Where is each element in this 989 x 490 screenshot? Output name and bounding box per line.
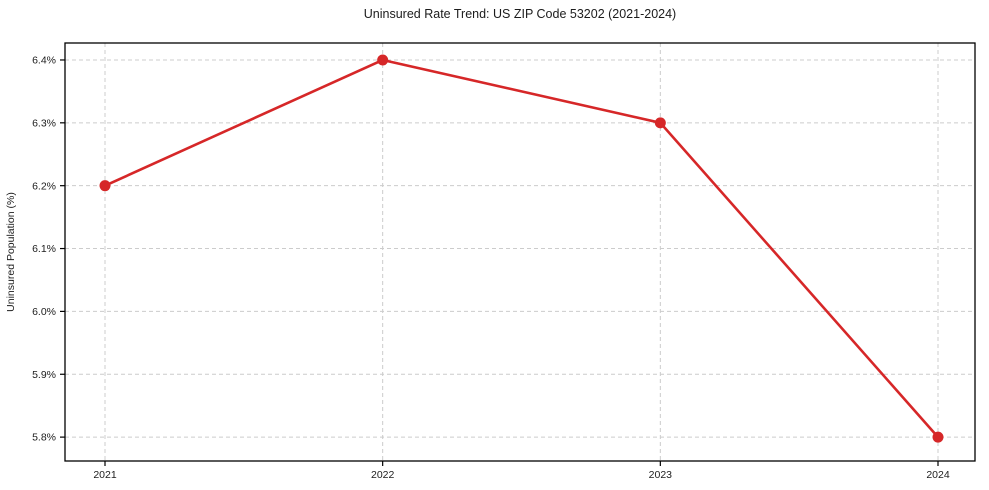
data-point-marker — [932, 431, 944, 443]
plot-frame — [64, 42, 976, 462]
axis-layer — [60, 42, 976, 466]
data-point-marker — [377, 54, 389, 66]
data-point-marker — [654, 117, 666, 129]
gridline-layer — [65, 43, 975, 461]
x-tick-label: 2021 — [93, 469, 117, 481]
y-axis-label: Uninsured Population (%) — [5, 192, 17, 312]
y-tick-label: 6.3% — [32, 117, 56, 129]
y-tick-label: 6.4% — [32, 55, 56, 67]
trend-line-layer — [99, 54, 944, 443]
y-tick-label: 6.2% — [32, 180, 56, 192]
data-point-marker — [99, 180, 111, 192]
x-tick-label: 2024 — [926, 469, 950, 481]
tick-label-layer: 5.8% 5.9% 6.0% 6.1% 6.2% 6.3% 6.4% 2021 2022 2023… — [32, 55, 950, 481]
y-tick-label: 6.1% — [32, 243, 56, 255]
trend-line — [103, 58, 940, 439]
y-tick-label: 5.8% — [32, 432, 56, 444]
y-tick-label: 6.0% — [32, 306, 56, 318]
x-tick-label: 2023 — [649, 469, 673, 481]
x-tick-label: 2022 — [371, 469, 395, 481]
y-tick-label: 5.9% — [32, 369, 56, 381]
chart-title: Uninsured Rate Trend: US ZIP Code 53202 … — [364, 7, 676, 21]
